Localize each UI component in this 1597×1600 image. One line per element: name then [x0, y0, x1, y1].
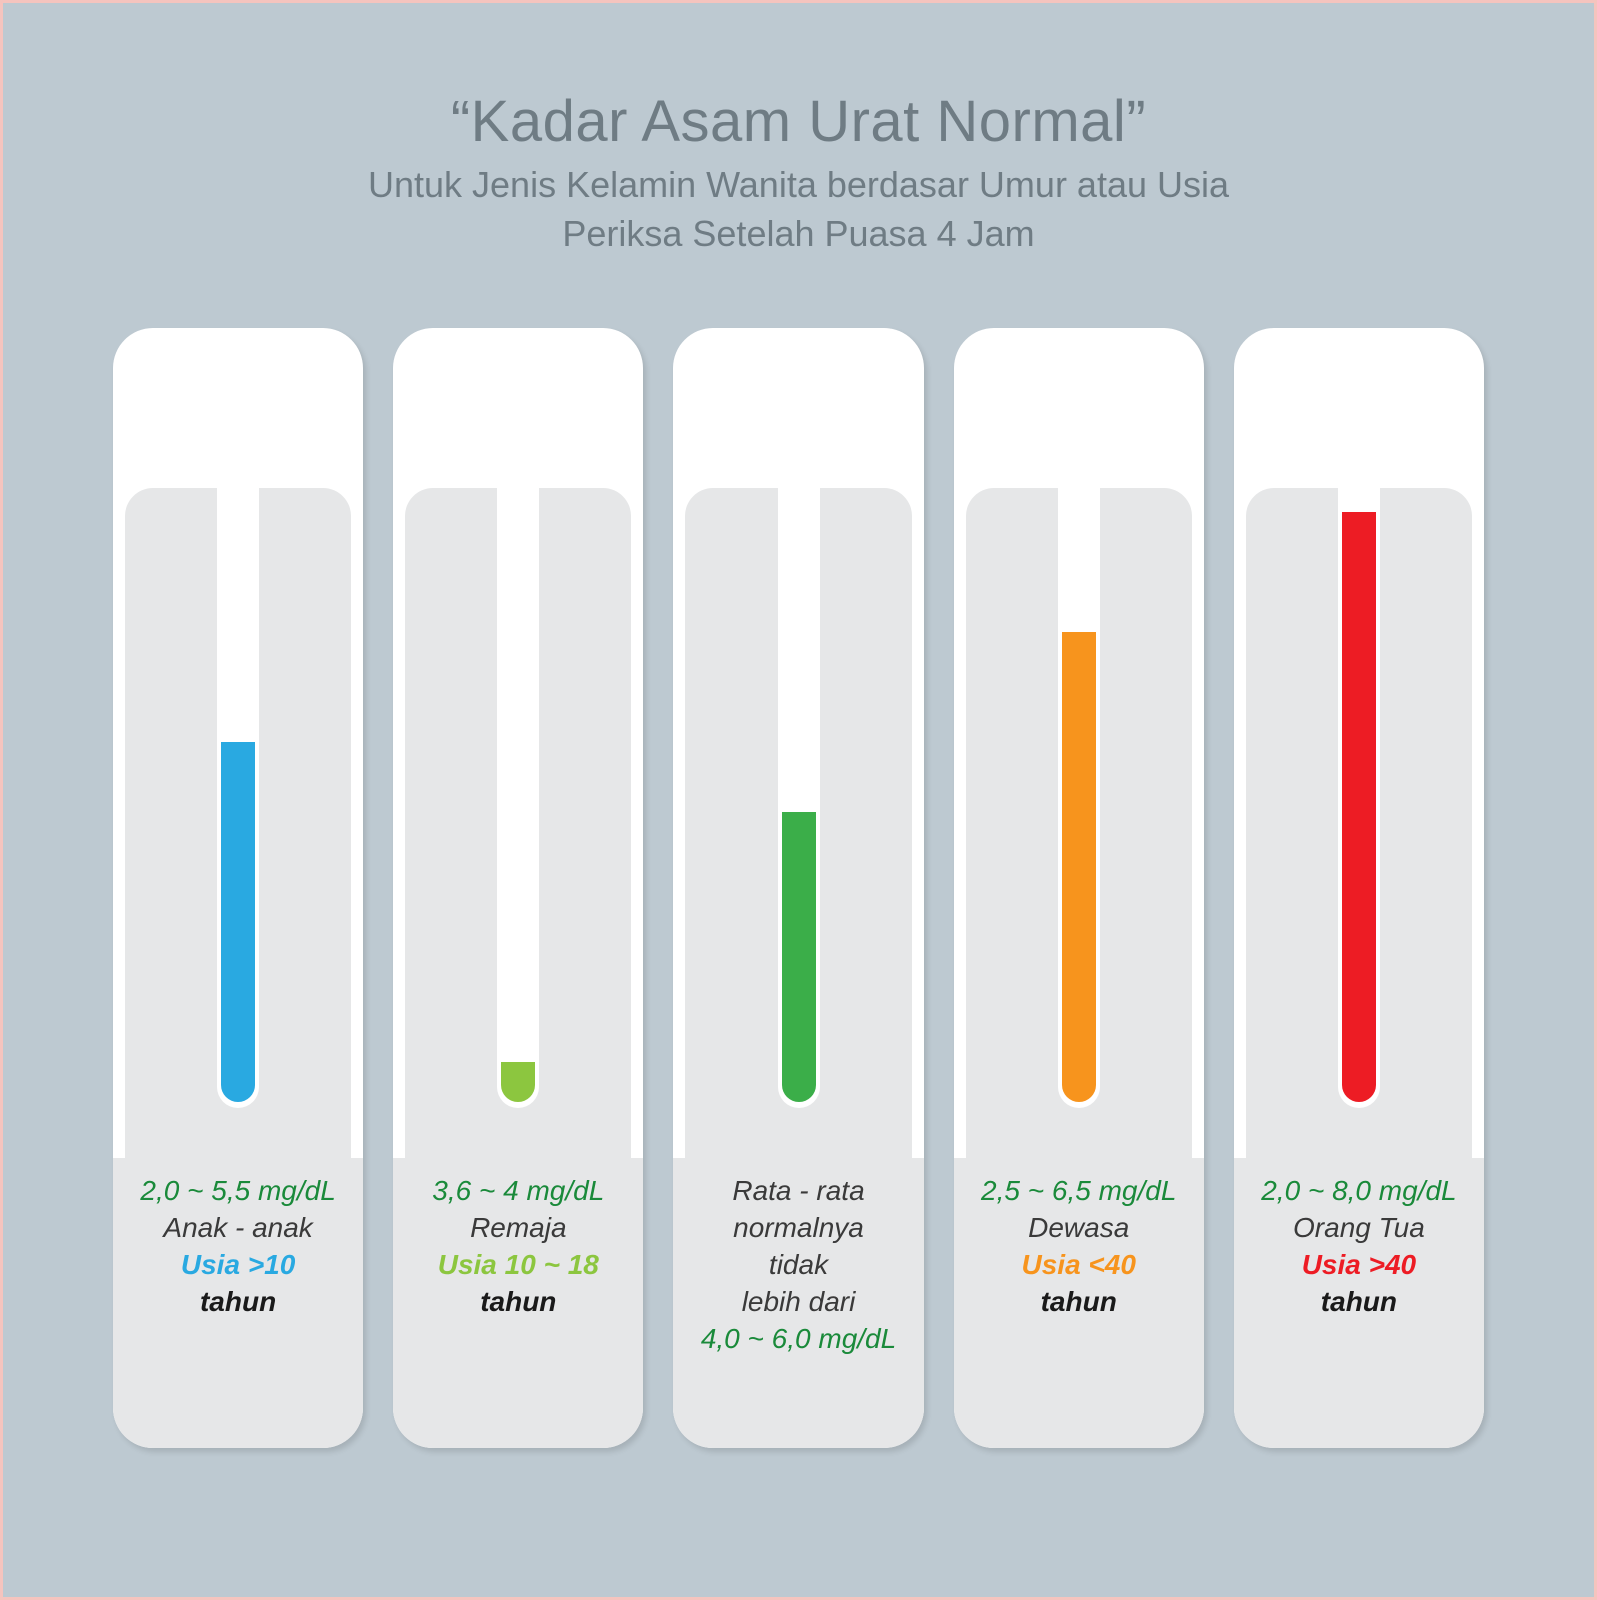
unit-text: tahun — [401, 1284, 635, 1321]
age-text: Usia <40 — [962, 1247, 1196, 1284]
unit-text: tahun — [121, 1284, 355, 1321]
caption-dewasa: 2,5 ~ 6,5 mg/dL Dewasa Usia <40 tahun — [954, 1158, 1204, 1448]
range-text: 2,0 ~ 5,5 mg/dL — [121, 1173, 355, 1210]
tube-slot — [497, 488, 539, 1108]
range-text: 2,5 ~ 6,5 mg/dL — [962, 1173, 1196, 1210]
age-text: Usia 10 ~ 18 — [401, 1247, 635, 1284]
caption-remaja: 3,6 ~ 4 mg/dL Remaja Usia 10 ~ 18 tahun — [393, 1158, 643, 1448]
age-text: Usia >10 — [121, 1247, 355, 1284]
page-title: “Kadar Asam Urat Normal” — [368, 88, 1229, 155]
subtitle-line-1: Untuk Jenis Kelamin Wanita berdasar Umur… — [368, 164, 1229, 205]
unit-text: tahun — [1242, 1284, 1476, 1321]
tube-area — [393, 328, 643, 1158]
cards-row: 2,0 ~ 5,5 mg/dL Anak - anak Usia >10 tah… — [113, 328, 1484, 1448]
note-em: 4,0 ~ 6,0 mg/dL — [681, 1321, 915, 1358]
group-text: Dewasa — [962, 1210, 1196, 1247]
card-remaja: 3,6 ~ 4 mg/dL Remaja Usia 10 ~ 18 tahun — [393, 328, 643, 1448]
caption-rata: Rata - rata normalnya tidak lebih dari 4… — [673, 1158, 923, 1448]
card-rata: Rata - rata normalnya tidak lebih dari 4… — [673, 328, 923, 1448]
group-text: Anak - anak — [121, 1210, 355, 1247]
page-subtitle: Untuk Jenis Kelamin Wanita berdasar Umur… — [368, 161, 1229, 258]
note-line: Rata - rata — [681, 1173, 915, 1210]
header: “Kadar Asam Urat Normal” Untuk Jenis Kel… — [368, 88, 1229, 258]
unit-text: tahun — [962, 1284, 1196, 1321]
group-text: Remaja — [401, 1210, 635, 1247]
caption-orangtua: 2,0 ~ 8,0 mg/dL Orang Tua Usia >40 tahun — [1234, 1158, 1484, 1448]
tube-area — [673, 328, 923, 1158]
tube-fill-anak — [221, 742, 255, 1102]
card-orangtua: 2,0 ~ 8,0 mg/dL Orang Tua Usia >40 tahun — [1234, 328, 1484, 1448]
tube-fill-orangtua — [1342, 512, 1376, 1102]
tube-area — [954, 328, 1204, 1158]
note-line: tidak — [681, 1247, 915, 1284]
group-text: Orang Tua — [1242, 1210, 1476, 1247]
tube-fill-rata — [782, 812, 816, 1102]
tube-fill-dewasa — [1062, 632, 1096, 1102]
caption-anak: 2,0 ~ 5,5 mg/dL Anak - anak Usia >10 tah… — [113, 1158, 363, 1448]
card-dewasa: 2,5 ~ 6,5 mg/dL Dewasa Usia <40 tahun — [954, 328, 1204, 1448]
age-text: Usia >40 — [1242, 1247, 1476, 1284]
note-line: normalnya — [681, 1210, 915, 1247]
tube-fill-remaja — [501, 1062, 535, 1102]
note-line: lebih dari — [681, 1284, 915, 1321]
tube-area — [113, 328, 363, 1158]
subtitle-line-2: Periksa Setelah Puasa 4 Jam — [562, 213, 1034, 254]
range-text: 2,0 ~ 8,0 mg/dL — [1242, 1173, 1476, 1210]
card-anak: 2,0 ~ 5,5 mg/dL Anak - anak Usia >10 tah… — [113, 328, 363, 1448]
tube-area — [1234, 328, 1484, 1158]
range-text: 3,6 ~ 4 mg/dL — [401, 1173, 635, 1210]
infographic-frame: “Kadar Asam Urat Normal” Untuk Jenis Kel… — [0, 0, 1597, 1600]
